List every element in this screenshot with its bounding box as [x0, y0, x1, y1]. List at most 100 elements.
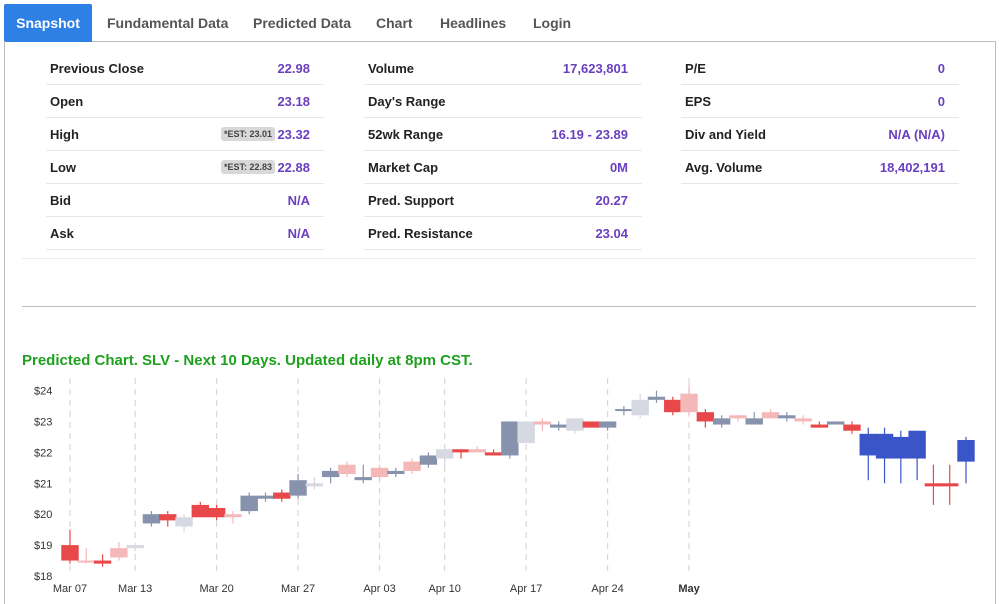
- quote-value: 23.04: [595, 226, 628, 241]
- quote-value: 0: [937, 61, 945, 76]
- candle-body: [908, 430, 926, 459]
- candle-body: [77, 560, 95, 563]
- candle-body: [435, 449, 454, 459]
- quote-value: N/A: [287, 226, 310, 241]
- candle-body: [533, 421, 552, 425]
- candle-body: [680, 393, 698, 413]
- quote-row-previous-close: Previous Close 22.98: [46, 52, 324, 85]
- y-tick-label: $23: [34, 416, 52, 428]
- candle-body: [712, 418, 731, 425]
- candle-body: [240, 495, 258, 512]
- content-frame: [4, 41, 996, 604]
- candle-body: [354, 477, 372, 481]
- candle-body: [484, 452, 503, 456]
- quote-value: N/A (N/A): [888, 127, 945, 142]
- quote-row-avg-volume: Avg. Volume 18,402,191: [681, 151, 959, 184]
- quote-label: Market Cap: [368, 160, 439, 175]
- quote-row-ask: Ask N/A: [46, 217, 324, 250]
- candle-body: [110, 548, 128, 558]
- quote-column-1: Previous Close 22.98 Open 23.18 High *ES…: [46, 52, 324, 250]
- tab-bar: Snapshot Fundamental Data Predicted Data…: [4, 4, 996, 42]
- x-tick-label: Mar 07: [53, 583, 87, 595]
- candle-body: [61, 545, 79, 561]
- quote-label: P/E: [685, 61, 706, 76]
- tab-headlines[interactable]: Headlines: [440, 15, 507, 31]
- candle-body: [468, 449, 486, 453]
- chart-title: Predicted Chart. SLV - Next 10 Days. Upd…: [22, 352, 473, 369]
- quote-label: 52wk Range: [368, 127, 444, 142]
- divider: [22, 306, 976, 307]
- tab-login[interactable]: Login: [533, 15, 572, 31]
- quote-label: EPS: [685, 94, 712, 109]
- candle-body: [957, 440, 975, 462]
- quote-row-days-range: Day's Range: [364, 85, 642, 118]
- quote-value: 23.32: [277, 127, 310, 142]
- candle-body: [159, 514, 177, 521]
- quote-row-low: Low *EST: 22.83 22.88: [46, 151, 324, 184]
- x-tick-label: Apr 24: [591, 583, 623, 595]
- candle-body: [273, 492, 291, 499]
- candle-body: [892, 436, 910, 459]
- quote-row-bid: Bid N/A: [46, 184, 324, 217]
- candle-body: [338, 464, 356, 474]
- candle-body: [843, 424, 861, 431]
- quote-label: Ask: [50, 226, 74, 241]
- x-tick-label: Apr 10: [428, 583, 460, 595]
- candle-body: [403, 461, 421, 471]
- quote-value: 16.19 - 23.89: [551, 127, 628, 142]
- estimate-badge: *EST: 23.01: [220, 127, 275, 141]
- candle-body: [631, 399, 649, 416]
- candle-body: [745, 418, 763, 425]
- x-tick-label: May: [678, 583, 700, 595]
- x-tick-label: Apr 17: [510, 583, 542, 595]
- quote-value: 0: [937, 94, 945, 109]
- tab-snapshot[interactable]: Snapshot: [4, 4, 92, 42]
- candle-body: [859, 433, 877, 456]
- candle-body: [93, 560, 112, 564]
- quote-row-div-yield: Div and Yield N/A (N/A): [681, 118, 959, 151]
- tab-chart[interactable]: Chart: [376, 15, 413, 31]
- candle-body: [550, 424, 568, 428]
- candle-body: [191, 504, 210, 518]
- candle-body: [256, 495, 275, 499]
- quote-value: 17,623,801: [562, 61, 628, 76]
- quote-row-pred-resistance: Pred. Resistance 23.04: [364, 217, 642, 250]
- y-tick-label: $20: [34, 509, 52, 521]
- candle-body: [224, 514, 242, 518]
- tab-fundamental-data[interactable]: Fundamental Data: [107, 15, 229, 31]
- quote-label: Bid: [50, 193, 71, 208]
- quote-label: Pred. Support: [368, 193, 454, 208]
- quote-value: 23.18: [277, 94, 310, 109]
- y-tick-label: $18: [34, 571, 52, 583]
- quote-label: Day's Range: [368, 94, 446, 109]
- quote-label: Low: [50, 160, 76, 175]
- quote-value: N/A: [287, 193, 310, 208]
- candle-body: [826, 421, 845, 425]
- quote-value: 22.88: [277, 160, 310, 175]
- candle-body: [794, 418, 812, 422]
- quote-value: 20.27: [595, 193, 628, 208]
- quote-row-open: Open 23.18: [46, 85, 324, 118]
- candle-body: [582, 421, 601, 428]
- quote-row-eps: EPS 0: [681, 85, 959, 118]
- candle-body: [207, 508, 226, 518]
- candle-body: [647, 396, 666, 400]
- quote-value: 0M: [609, 160, 628, 175]
- quote-value: 22.98: [277, 61, 310, 76]
- candle-body: [810, 424, 829, 428]
- candle-body: [875, 433, 894, 459]
- x-tick-label: Mar 20: [199, 583, 233, 595]
- tab-predicted-data[interactable]: Predicted Data: [253, 15, 352, 31]
- quote-row-pred-support: Pred. Support 20.27: [364, 184, 642, 217]
- candle-body: [175, 517, 193, 527]
- candle-body: [321, 470, 340, 478]
- candle-body: [419, 455, 438, 465]
- candle-body: [941, 483, 959, 487]
- y-tick-label: $21: [34, 478, 52, 490]
- candle-body: [924, 483, 943, 487]
- candle-body: [778, 415, 796, 419]
- divider: [22, 258, 976, 259]
- candle-body: [142, 514, 161, 524]
- quote-row-52wk-range: 52wk Range 16.19 - 23.89: [364, 118, 642, 151]
